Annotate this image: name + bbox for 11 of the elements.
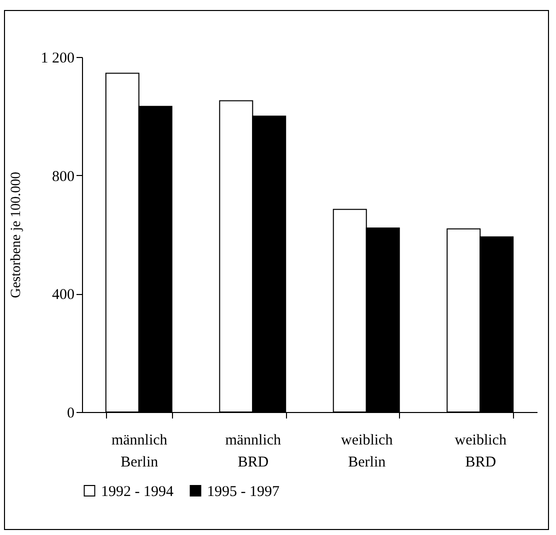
x-tick-label: weiblich Berlin bbox=[341, 432, 394, 470]
x-tick-label: männlich BRD bbox=[225, 432, 282, 470]
legend-label: 1995 - 1997 bbox=[207, 484, 280, 500]
y-tick-label: 1 200 bbox=[40, 50, 74, 66]
y-tick-label: 0 bbox=[67, 406, 74, 422]
x-tick-label: weiblich BRD bbox=[454, 432, 507, 470]
y-tick-label: 800 bbox=[52, 168, 74, 185]
y-tick-label: 400 bbox=[52, 287, 74, 304]
legend-label: 1992 - 1994 bbox=[101, 484, 174, 500]
y-axis-title: Gestorbene je 100.000 bbox=[8, 172, 24, 298]
x-tick-label: männlich Berlin bbox=[111, 432, 168, 470]
